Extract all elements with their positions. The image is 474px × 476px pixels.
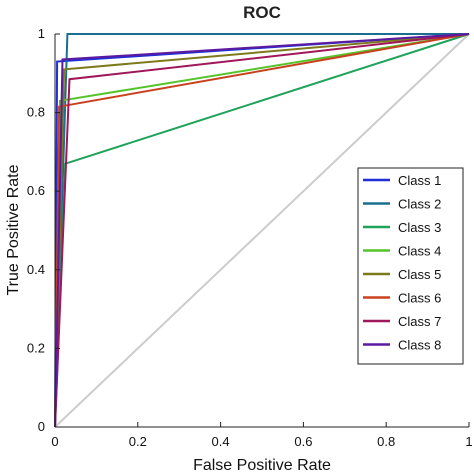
axes — [54, 34, 469, 428]
legend: Class 1 Class 2 Class 3 Class 4 Class 5 Class… — [357, 167, 464, 365]
legend-entry: Class 4 — [398, 244, 441, 259]
x-tick-label: 1 — [465, 434, 472, 449]
legend-entry: Class 6 — [398, 291, 441, 306]
legend-entry: Class 7 — [398, 314, 441, 329]
legend-entry: Class 8 — [398, 338, 441, 353]
y-tick-label: 0.2 — [27, 340, 45, 355]
x-tick-label: 0 — [51, 434, 58, 449]
series-line-class-7 — [54, 33, 470, 428]
legend-box — [357, 167, 464, 365]
y-axis-label: True Positive Rate — [5, 164, 22, 295]
y-tick-label: 0 — [38, 419, 45, 434]
y-tick-label: 0.6 — [27, 183, 45, 198]
chart-title: ROC — [243, 3, 281, 22]
x-axis-ticks: 0 0.2 0.4 0.6 0.8 1 — [51, 422, 473, 449]
y-tick-label: 0.4 — [27, 262, 45, 277]
legend-entry: Class 2 — [398, 197, 441, 212]
x-tick-label: 0.2 — [129, 434, 147, 449]
legend-entry: Class 5 — [398, 267, 441, 282]
legend-entry: Class 1 — [398, 173, 441, 188]
reference-line — [54, 33, 470, 428]
x-tick-label: 0.8 — [377, 434, 395, 449]
reference-diagonal — [54, 33, 470, 428]
y-tick-label: 0.8 — [27, 105, 45, 120]
x-axis-label: False Positive Rate — [193, 457, 331, 474]
y-axis-ticks: 0 0.2 0.4 0.6 0.8 1 — [27, 26, 60, 434]
x-tick-label: 0.4 — [212, 434, 230, 449]
legend-entry: Class 3 — [398, 220, 441, 235]
x-tick-label: 0.6 — [294, 434, 312, 449]
series-layer — [54, 33, 470, 428]
series-line-class-8 — [54, 33, 470, 428]
y-tick-label: 1 — [38, 26, 45, 41]
